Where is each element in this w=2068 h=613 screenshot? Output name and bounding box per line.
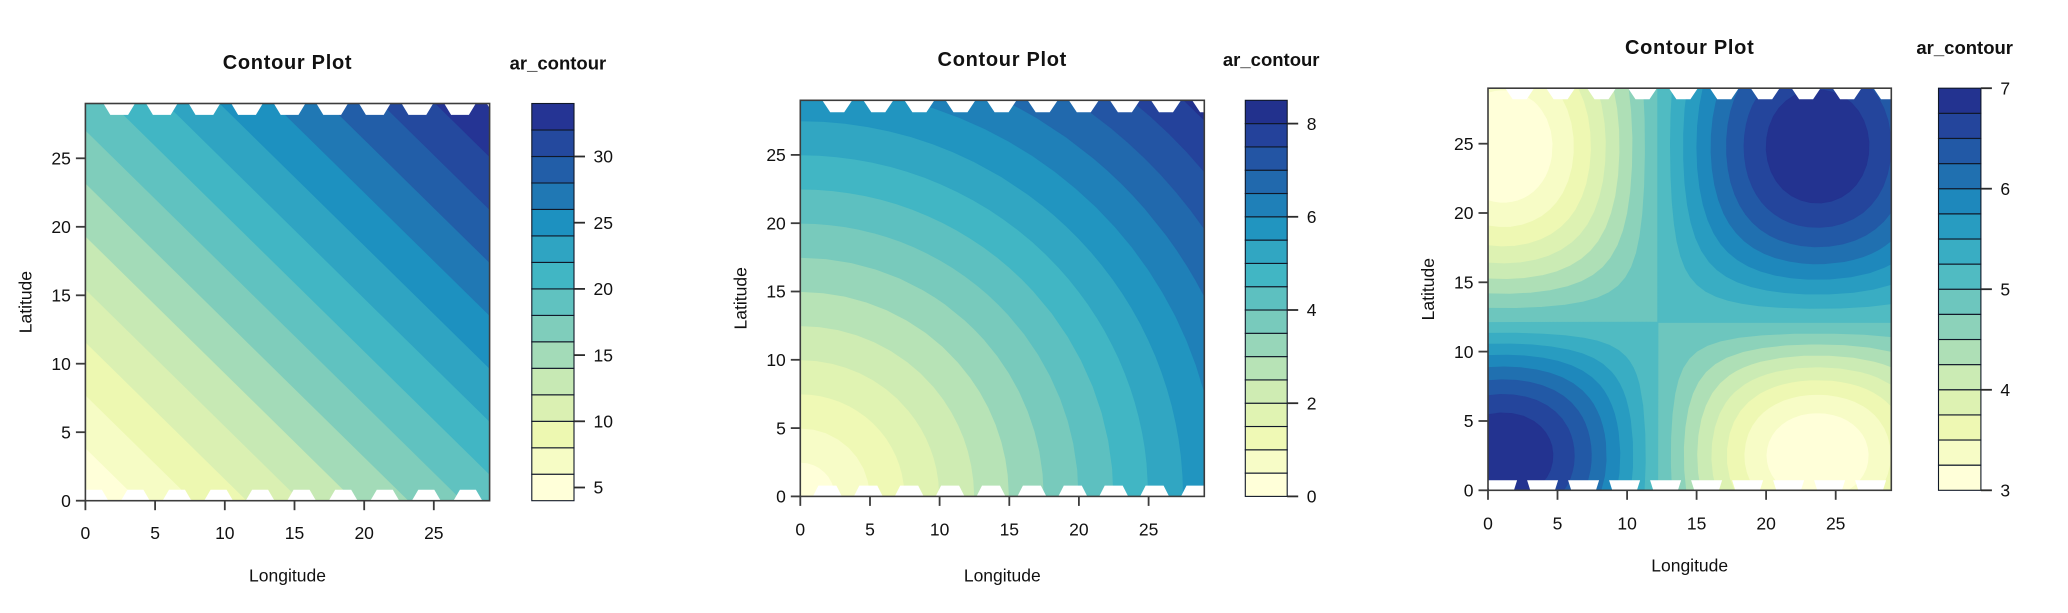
svg-text:25: 25 [1454,134,1473,154]
svg-text:Contour Plot: Contour Plot [938,49,1067,71]
svg-text:5: 5 [1464,411,1474,431]
svg-text:4: 4 [1307,300,1317,320]
svg-text:15: 15 [1000,520,1019,540]
svg-text:20: 20 [594,279,614,299]
svg-text:Latitude: Latitude [15,271,35,333]
svg-text:4: 4 [2000,380,2010,400]
svg-text:15: 15 [1454,273,1473,293]
svg-text:10: 10 [766,350,786,370]
svg-text:25: 25 [594,213,613,233]
svg-text:15: 15 [1687,514,1706,534]
svg-text:6: 6 [2000,179,2010,199]
svg-text:30: 30 [594,147,614,167]
svg-text:Latitude: Latitude [730,267,750,329]
svg-text:Longitude: Longitude [249,566,326,586]
svg-text:0: 0 [1483,514,1493,534]
svg-text:6: 6 [1307,207,1317,227]
svg-text:10: 10 [51,354,71,374]
svg-text:0: 0 [81,523,91,543]
svg-text:0: 0 [61,491,71,511]
svg-text:15: 15 [285,523,304,543]
svg-text:20: 20 [766,213,786,233]
svg-text:7: 7 [2000,78,2010,98]
svg-text:20: 20 [354,523,374,543]
svg-text:25: 25 [1139,520,1158,540]
svg-text:5: 5 [150,523,160,543]
svg-text:5: 5 [594,478,604,498]
svg-text:ar_contour: ar_contour [510,52,607,73]
svg-text:5: 5 [2000,279,2010,299]
svg-text:0: 0 [776,487,786,507]
svg-text:0: 0 [795,520,805,540]
svg-text:Latitude: Latitude [1418,258,1438,320]
svg-text:ar_contour: ar_contour [1223,49,1320,70]
svg-text:Contour Plot: Contour Plot [223,52,352,74]
svg-text:20: 20 [1756,514,1776,534]
svg-text:10: 10 [594,412,614,432]
svg-text:20: 20 [1454,203,1474,223]
svg-text:10: 10 [1617,514,1637,534]
svg-text:25: 25 [1826,514,1845,534]
svg-text:25: 25 [766,145,785,165]
svg-text:5: 5 [1553,514,1563,534]
svg-text:10: 10 [930,520,950,540]
svg-text:Longitude: Longitude [964,566,1041,586]
svg-text:5: 5 [776,418,786,438]
svg-text:5: 5 [865,520,875,540]
svg-text:20: 20 [1069,520,1089,540]
svg-text:5: 5 [61,422,71,442]
svg-text:3: 3 [2000,481,2010,501]
svg-text:ar_contour: ar_contour [1916,37,2013,58]
svg-text:0: 0 [1307,487,1317,507]
svg-text:Longitude: Longitude [1651,556,1728,576]
svg-text:10: 10 [1454,342,1474,362]
svg-text:25: 25 [51,149,70,169]
svg-text:25: 25 [424,523,443,543]
svg-text:Contour Plot: Contour Plot [1625,37,1754,59]
svg-text:15: 15 [594,345,613,365]
svg-text:0: 0 [1464,481,1474,501]
svg-text:15: 15 [51,286,70,306]
svg-text:20: 20 [51,217,71,237]
svg-text:10: 10 [215,523,235,543]
svg-text:15: 15 [766,282,785,302]
svg-text:2: 2 [1307,393,1317,413]
svg-text:8: 8 [1307,114,1317,134]
